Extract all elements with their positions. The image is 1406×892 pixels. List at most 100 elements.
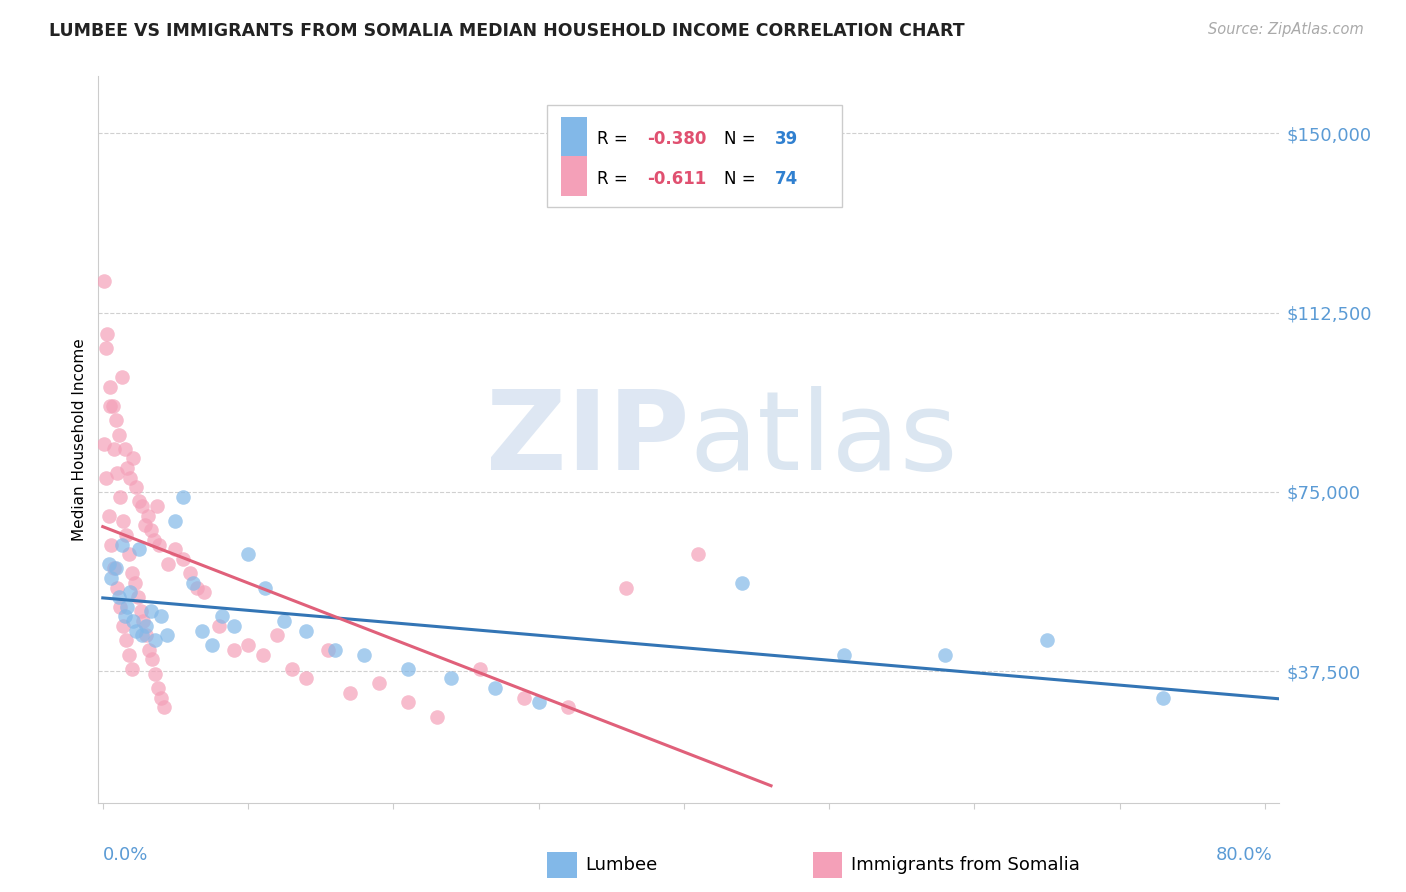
Point — [339, 686, 361, 700]
Text: Immigrants from Somalia: Immigrants from Somalia — [851, 856, 1080, 874]
Point — [142, 533, 165, 547]
Point — [117, 461, 139, 475]
Point — [396, 662, 419, 676]
Point — [201, 638, 224, 652]
Point — [112, 619, 135, 633]
Point — [513, 690, 536, 705]
Point — [132, 614, 155, 628]
Point — [146, 681, 169, 695]
Bar — [561, 156, 588, 195]
Point — [179, 566, 201, 581]
Text: 80.0%: 80.0% — [1215, 846, 1272, 863]
Point — [252, 648, 274, 662]
Point — [93, 437, 115, 451]
Point — [118, 648, 141, 662]
Point — [114, 442, 136, 456]
Point — [121, 662, 143, 676]
Point — [396, 695, 419, 709]
Point — [143, 666, 166, 681]
Point — [172, 552, 194, 566]
Point — [105, 466, 128, 480]
Point — [96, 327, 118, 342]
Point — [136, 508, 159, 523]
Point — [832, 648, 855, 662]
Point — [165, 542, 187, 557]
Point — [138, 642, 160, 657]
Point — [121, 566, 143, 581]
Point — [97, 508, 120, 523]
Text: LUMBEE VS IMMIGRANTS FROM SOMALIA MEDIAN HOUSEHOLD INCOME CORRELATION CHART: LUMBEE VS IMMIGRANTS FROM SOMALIA MEDIAN… — [49, 22, 965, 40]
Point — [125, 480, 148, 494]
Point — [118, 547, 141, 561]
Point — [1152, 690, 1174, 705]
Point — [131, 628, 153, 642]
Point — [222, 642, 245, 657]
Point — [557, 700, 579, 714]
Point — [104, 413, 127, 427]
Point — [614, 581, 637, 595]
Point — [115, 528, 138, 542]
Point — [149, 609, 172, 624]
Point — [128, 542, 150, 557]
Point — [440, 672, 463, 686]
Point — [222, 619, 245, 633]
Point — [273, 614, 295, 628]
Point — [211, 609, 233, 624]
Point — [115, 633, 138, 648]
Point — [101, 399, 124, 413]
Point — [107, 427, 129, 442]
Point — [135, 619, 157, 633]
Point — [934, 648, 956, 662]
Text: 74: 74 — [775, 170, 799, 188]
Point — [181, 575, 204, 590]
Point — [139, 523, 162, 537]
Point — [127, 590, 149, 604]
Point — [426, 709, 449, 723]
Point — [148, 537, 170, 551]
Text: R =: R = — [596, 170, 633, 188]
Point — [107, 590, 129, 604]
Text: N =: N = — [724, 170, 761, 188]
Point — [193, 585, 215, 599]
Text: -0.380: -0.380 — [648, 130, 707, 148]
Text: atlas: atlas — [689, 386, 957, 492]
Y-axis label: Median Household Income: Median Household Income — [72, 338, 87, 541]
Point — [688, 547, 710, 561]
Point — [112, 514, 135, 528]
Point — [1036, 633, 1059, 648]
Point — [236, 638, 259, 652]
Point — [367, 676, 389, 690]
Text: ZIP: ZIP — [485, 386, 689, 492]
Point — [131, 500, 153, 514]
Text: 0.0%: 0.0% — [103, 846, 148, 863]
Point — [108, 599, 131, 614]
Point — [105, 581, 128, 595]
Point — [143, 633, 166, 648]
Text: Source: ZipAtlas.com: Source: ZipAtlas.com — [1208, 22, 1364, 37]
Point — [484, 681, 506, 695]
Point — [353, 648, 375, 662]
Point — [103, 561, 125, 575]
Point — [111, 370, 134, 384]
Point — [120, 470, 142, 484]
Point — [135, 628, 157, 642]
Point — [98, 380, 121, 394]
Point — [100, 537, 122, 551]
Point — [122, 451, 145, 466]
Point — [117, 599, 139, 614]
Point — [190, 624, 212, 638]
Point — [152, 700, 174, 714]
Point — [139, 605, 162, 619]
Text: N =: N = — [724, 130, 761, 148]
Point — [94, 470, 117, 484]
Point — [156, 628, 179, 642]
Point — [134, 518, 156, 533]
Point — [103, 442, 125, 456]
Point — [100, 571, 122, 585]
Point — [470, 662, 492, 676]
Bar — [547, 852, 576, 878]
Point — [97, 557, 120, 571]
Point — [172, 490, 194, 504]
Point — [208, 619, 231, 633]
Text: 39: 39 — [775, 130, 799, 148]
